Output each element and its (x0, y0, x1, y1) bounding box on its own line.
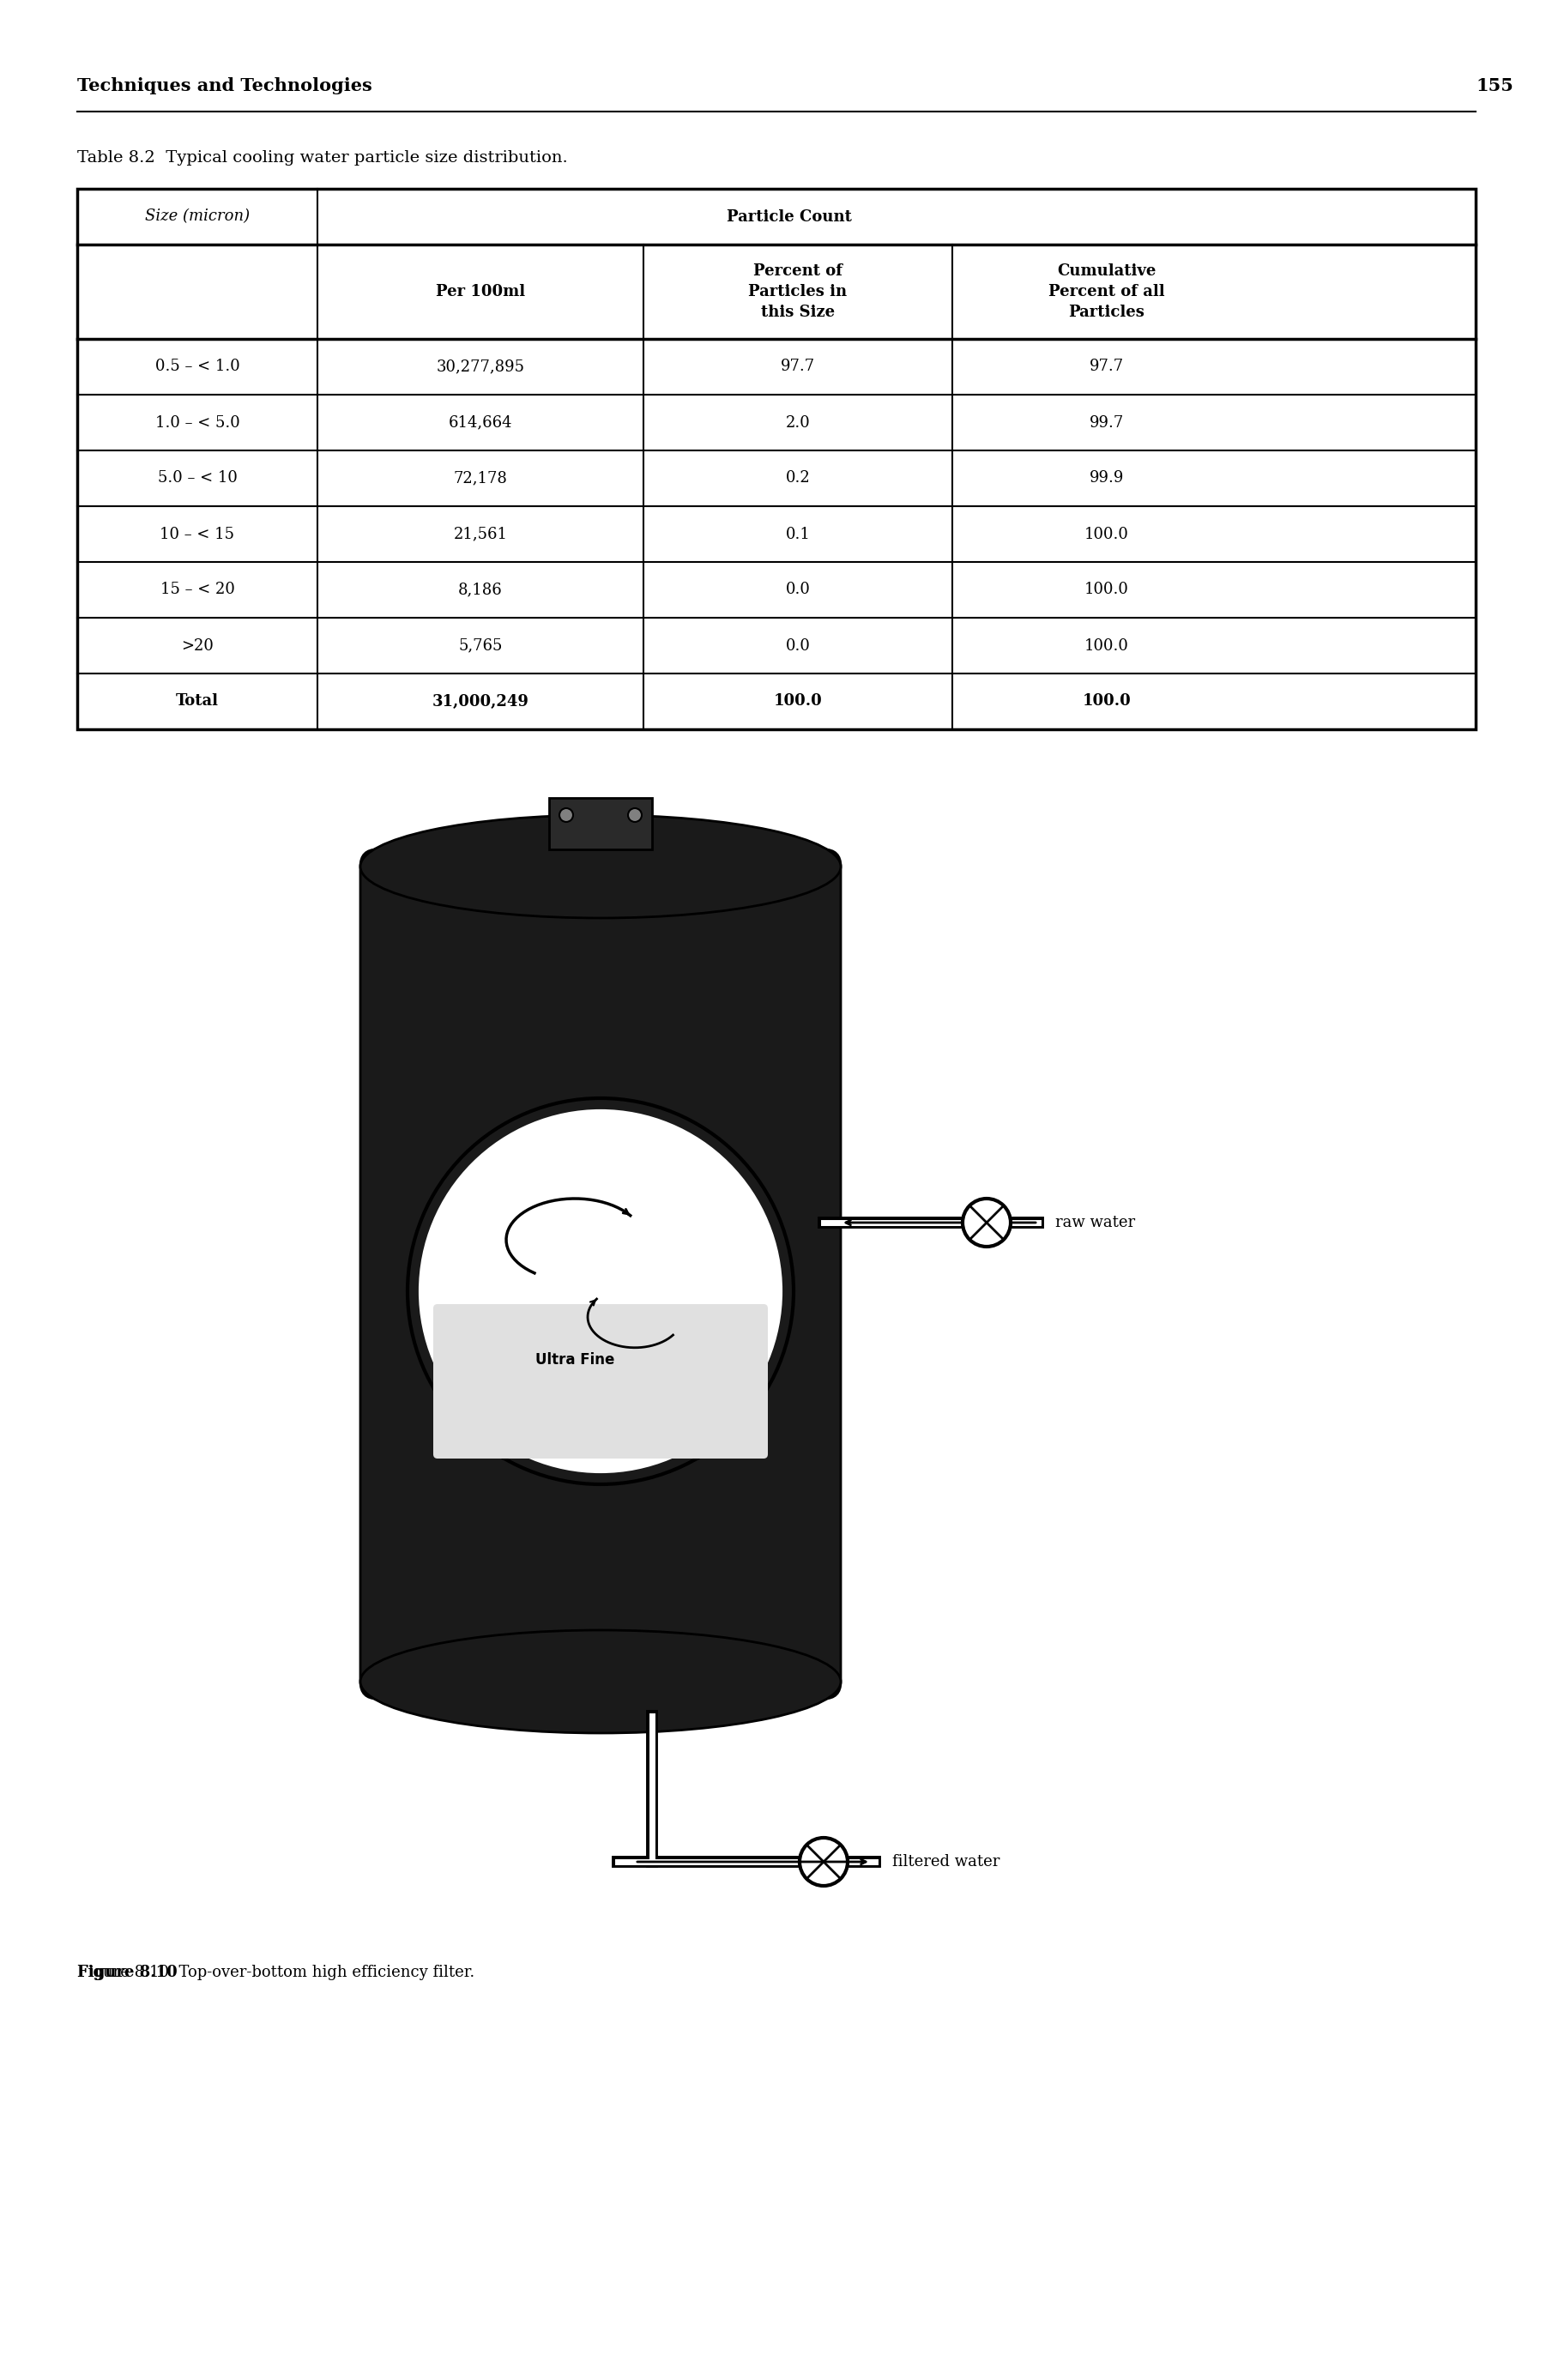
Text: 8,186: 8,186 (458, 583, 502, 597)
Text: filtered water: filtered water (892, 1854, 1000, 1871)
Text: Figure 8.10  Top-over-bottom high efficiency filter.: Figure 8.10 Top-over-bottom high efficie… (77, 1966, 475, 1980)
Text: 0.1: 0.1 (785, 526, 810, 543)
Text: 0.5 – < 1.0: 0.5 – < 1.0 (155, 359, 240, 374)
Text: 99.9: 99.9 (1090, 471, 1124, 486)
Text: 99.7: 99.7 (1090, 414, 1124, 431)
Bar (549, 797, 652, 850)
Ellipse shape (360, 814, 841, 919)
FancyBboxPatch shape (360, 850, 841, 1699)
Text: 0.0: 0.0 (785, 638, 810, 654)
Text: Table 8.2  Typical cooling water particle size distribution.: Table 8.2 Typical cooling water particle… (77, 150, 567, 167)
Text: 31,000,249: 31,000,249 (431, 693, 529, 709)
Text: 10 – < 15: 10 – < 15 (159, 526, 235, 543)
Text: 100.0: 100.0 (1084, 526, 1129, 543)
Text: 100.0: 100.0 (773, 693, 822, 709)
Text: Techniques and Technologies: Techniques and Technologies (77, 76, 373, 95)
Circle shape (560, 809, 574, 821)
Text: 614,664: 614,664 (448, 414, 512, 431)
Circle shape (963, 1200, 1011, 1247)
Text: Per 100ml: Per 100ml (436, 283, 526, 300)
Text: Percent of
Particles in
this Size: Percent of Particles in this Size (748, 264, 847, 319)
Text: >20: >20 (181, 638, 213, 654)
Text: 21,561: 21,561 (453, 526, 507, 543)
Text: 0.2: 0.2 (785, 471, 810, 486)
Text: 72,178: 72,178 (453, 471, 507, 486)
Text: 0.0: 0.0 (785, 583, 810, 597)
Text: raw water: raw water (1056, 1214, 1135, 1230)
Text: Particle Count: Particle Count (727, 209, 852, 224)
FancyBboxPatch shape (433, 1304, 768, 1459)
Text: 15 – < 20: 15 – < 20 (161, 583, 235, 597)
Text: Total: Total (176, 693, 220, 709)
Ellipse shape (360, 1630, 841, 1733)
Text: Cumulative
Percent of all
Particles: Cumulative Percent of all Particles (1048, 264, 1166, 319)
Text: Ultra Fine: Ultra Fine (535, 1352, 614, 1368)
Text: 5.0 – < 10: 5.0 – < 10 (158, 471, 237, 486)
Text: 100.0: 100.0 (1084, 638, 1129, 654)
Text: 2.0: 2.0 (785, 414, 810, 431)
Text: 97.7: 97.7 (1090, 359, 1124, 374)
Bar (77, 188, 1475, 728)
Text: Size (micron): Size (micron) (145, 209, 250, 224)
Circle shape (421, 1111, 781, 1471)
Text: 100.0: 100.0 (1082, 693, 1132, 709)
Text: 155: 155 (1475, 76, 1514, 95)
Text: 5,765: 5,765 (459, 638, 502, 654)
Text: 30,277,895: 30,277,895 (436, 359, 524, 374)
Circle shape (799, 1837, 847, 1885)
Text: 1.0 – < 5.0: 1.0 – < 5.0 (155, 414, 240, 431)
Text: Figure 8.10: Figure 8.10 (77, 1966, 178, 1980)
Circle shape (628, 809, 642, 821)
Text: 97.7: 97.7 (781, 359, 815, 374)
Text: 100.0: 100.0 (1084, 583, 1129, 597)
